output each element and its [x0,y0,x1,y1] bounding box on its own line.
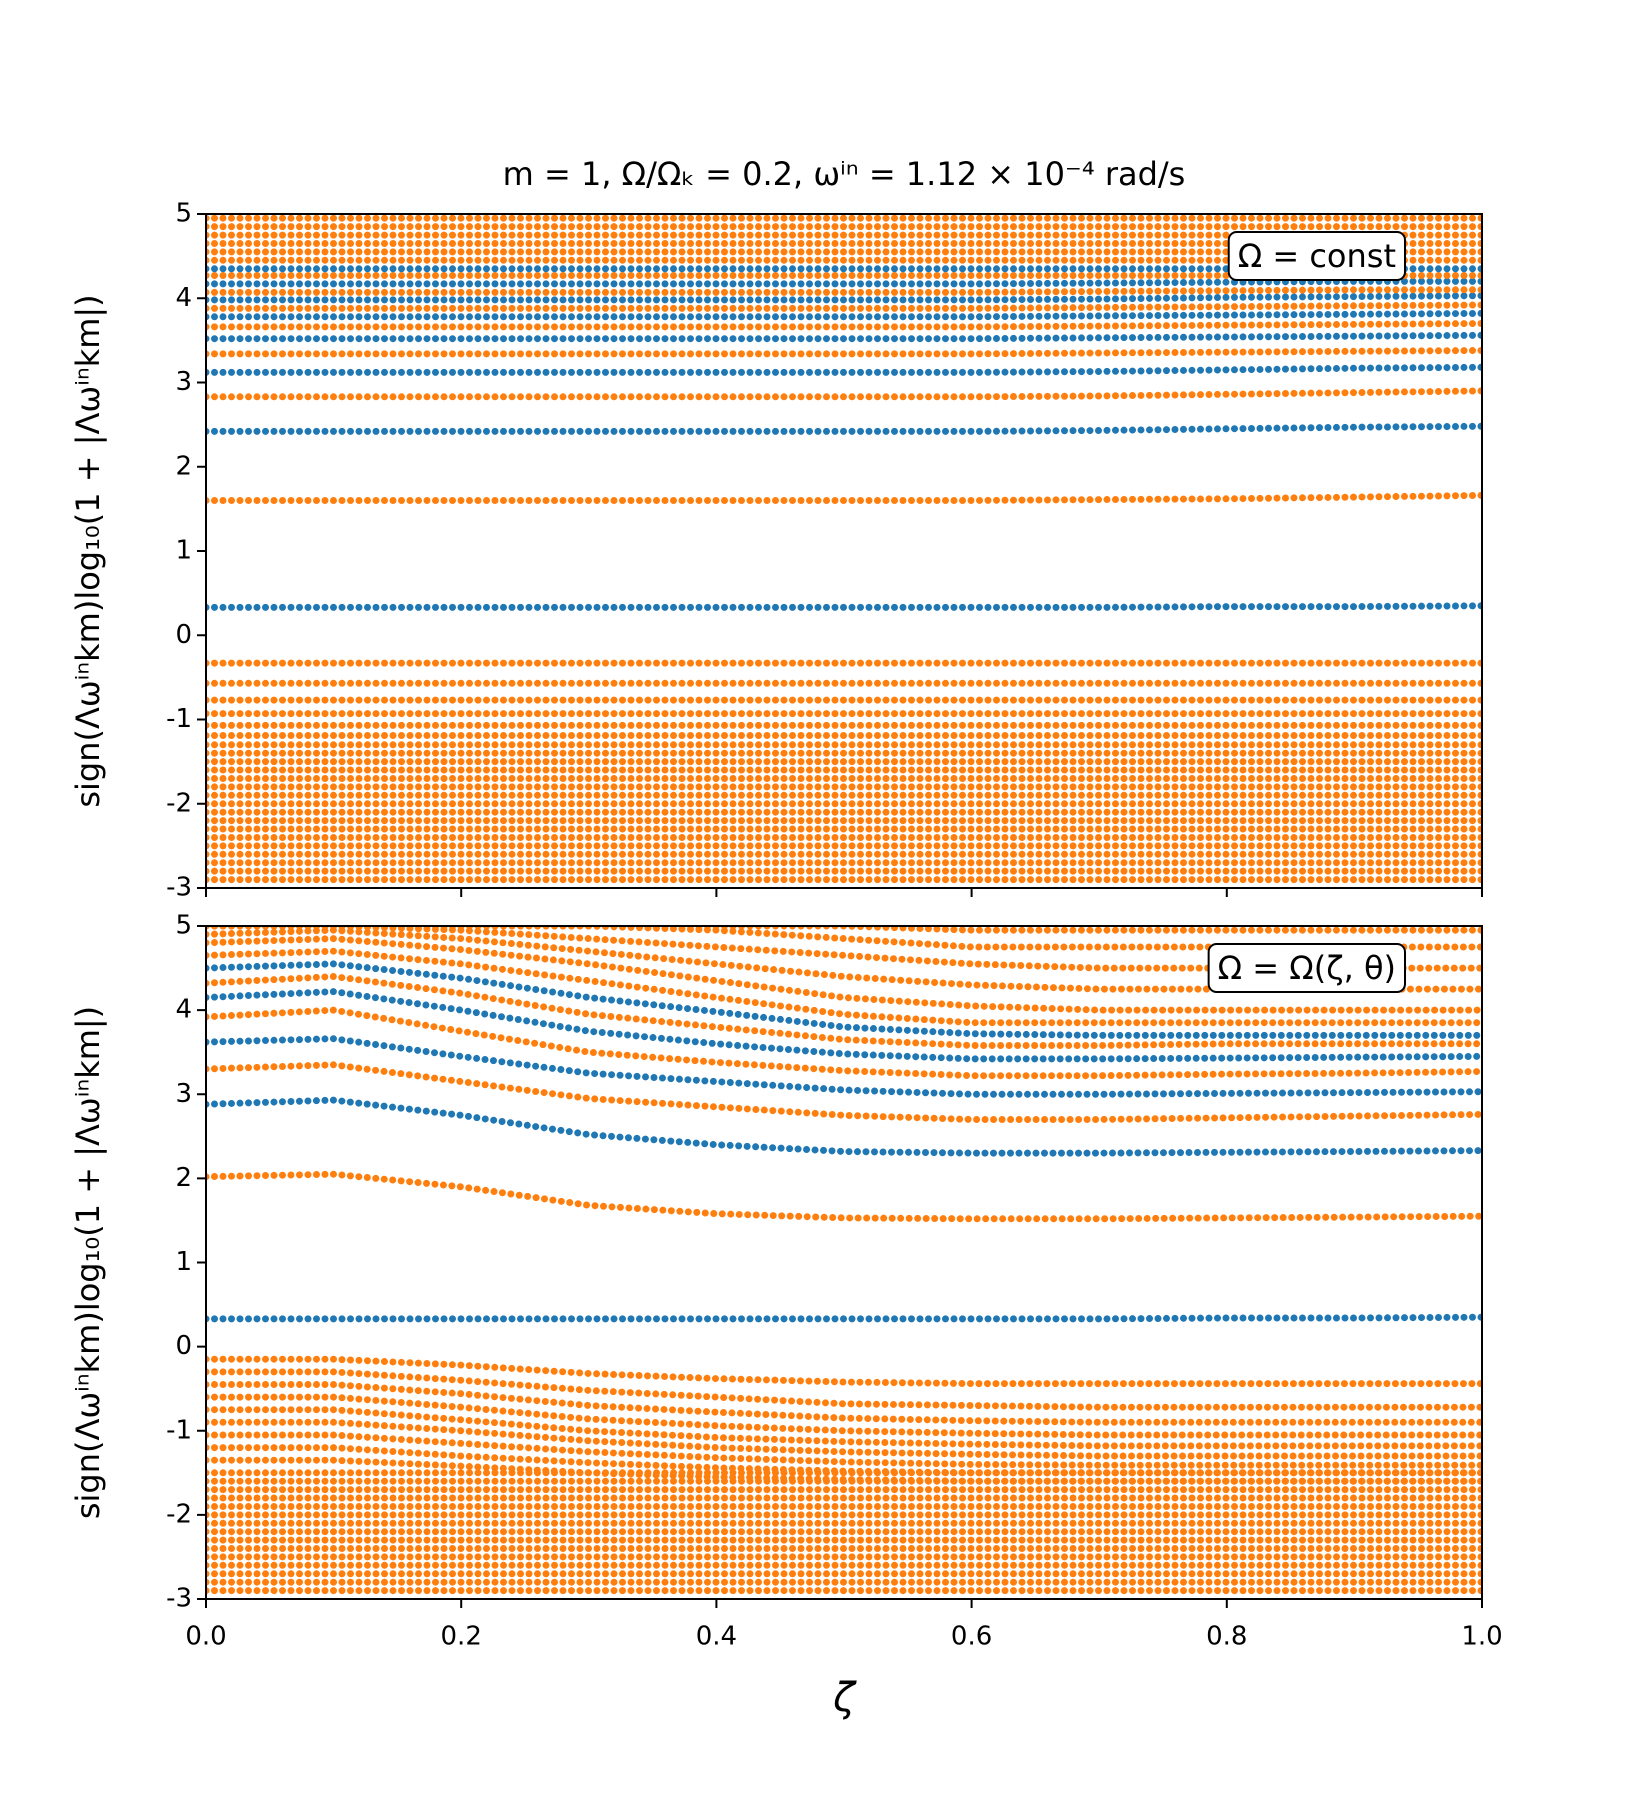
eigenvalue-branch [206,1381,1482,1426]
eigenvalue-branch [206,422,1482,435]
eigenvalue-branch [206,292,1482,304]
eigenvalue-branch [206,1368,1482,1411]
y-tick-label: -1 [166,1415,192,1445]
y-tick-label: -3 [166,1584,192,1614]
annotation-box [1207,943,1406,993]
eigenvalue-branch [206,1006,1482,1080]
x-tick-label: 0.0 [185,1622,226,1652]
eigenvalue-branch [206,1170,1482,1223]
y-tick-label: -2 [166,1499,192,1529]
eigenvalue-branch [206,972,1482,1049]
annotation-box [1227,231,1406,281]
y-tick-label: 4 [175,995,192,1025]
plot-area [206,926,1482,1595]
plot-area [206,214,1482,884]
eigenvalue-branch [206,286,1482,296]
eigenvalue-branch [206,1313,1482,1323]
eigenvalue-branch [206,1393,1482,1439]
eigenvalue-branch [206,363,1482,376]
y-tick-label: 5 [175,911,192,941]
eigenvalue-branch [206,1431,1482,1469]
eigenvalue-branch [206,1061,1482,1123]
annotation: Ω = Ω(ζ, θ) [1218,949,1396,987]
eigenvalue-branch [206,926,1482,934]
y-tick-label: 1 [175,536,192,566]
eigenvalue-branch [206,947,1482,1027]
x-tick-label: 0.2 [441,1622,482,1652]
eigenvalue-branch [206,331,1482,343]
eigenvalue-branch [206,1096,1482,1157]
eigenvalue-branch [206,277,1482,288]
y-tick-label: 5 [175,199,192,229]
y-tick-label: -2 [166,788,192,818]
eigenvalue-branch [206,1355,1482,1388]
y-tick-label: 2 [175,1163,192,1193]
y-axis-label: sign(Λωⁱⁿkm)log₁₀(1 + |Λωⁱⁿkm|) [69,294,107,807]
eigenvalue-branch [206,1035,1482,1098]
y-tick-label: 0 [175,1331,192,1361]
x-tick-label: 0.4 [696,1622,737,1652]
y-tick-label: 4 [175,283,192,313]
eigenvalue-branch [206,1406,1482,1450]
eigenvalue-branch [206,602,1482,611]
chart-title: m = 1, Ω/Ωₖ = 0.2, ωⁱⁿ = 1.12 × 10⁻⁴ rad… [503,155,1186,193]
eigenvalue-branch [206,935,1482,1014]
x-tick-label: 1.0 [1461,1622,1502,1652]
y-tick-label: 1 [175,1247,192,1277]
y-tick-label: -1 [166,704,192,734]
eigenvalue-branch [206,309,1482,321]
y-tick-label: 2 [175,451,192,481]
x-tick-label: 0.6 [951,1622,992,1652]
x-tick-label: 0.8 [1206,1622,1247,1652]
y-tick-label: 0 [175,620,192,650]
eigenvalue-branch [206,491,1482,504]
y-tick-label: 3 [175,1079,192,1109]
eigenvalue-branch [206,320,1482,331]
eigenvalue-branch [206,960,1482,1039]
eigenvalue-branch [206,347,1482,358]
y-tick-label: -3 [166,873,192,903]
y-tick-label: 3 [175,367,192,397]
annotation: Ω = const [1238,237,1396,275]
eigenvalue-branch [206,387,1482,401]
eigenvalue-branch [206,988,1482,1063]
y-axis-label: sign(Λωⁱⁿkm)log₁₀(1 + |Λωⁱⁿkm|) [69,1006,107,1519]
eigenvalue-branch [206,1418,1482,1460]
eigenvalue-branch [206,301,1482,312]
x-axis-label: ζ [832,1675,857,1721]
